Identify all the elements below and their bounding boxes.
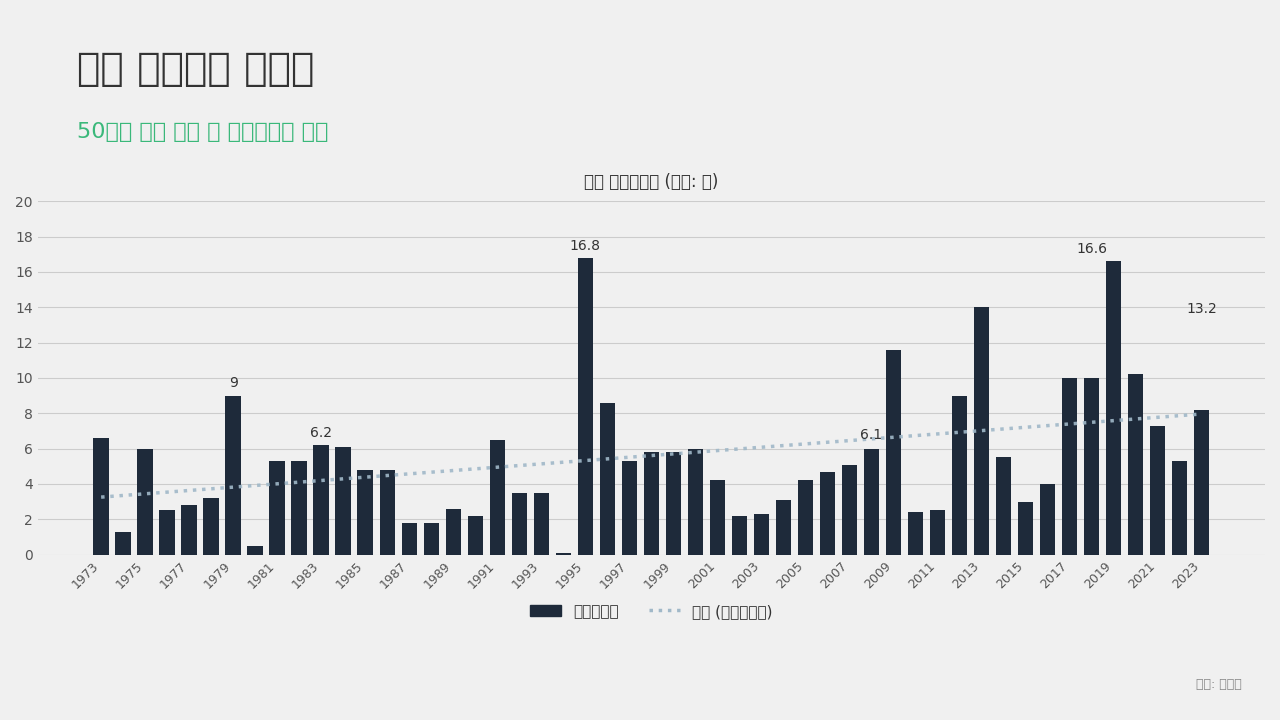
Bar (709, 480, 724, 554)
Bar (115, 531, 131, 554)
Bar (754, 514, 769, 554)
Bar (886, 350, 901, 554)
Bar (292, 461, 307, 554)
Bar (666, 452, 681, 554)
Bar (424, 523, 439, 554)
Bar (929, 510, 945, 554)
Bar (1171, 461, 1188, 554)
Bar (732, 516, 748, 554)
Bar (314, 445, 329, 554)
Bar (445, 509, 461, 554)
Bar (137, 449, 152, 554)
Bar (776, 500, 791, 554)
Bar (842, 464, 858, 554)
Bar (247, 546, 262, 554)
Bar (908, 512, 923, 554)
Bar (687, 449, 703, 554)
Text: 6.2: 6.2 (310, 426, 333, 440)
Text: 13.2: 13.2 (1187, 302, 1217, 316)
Bar (556, 553, 571, 554)
Bar (864, 449, 879, 554)
Text: 16.6: 16.6 (1076, 242, 1107, 256)
Bar (512, 492, 527, 554)
Bar (797, 480, 813, 554)
Bar (622, 461, 637, 554)
Text: 9: 9 (229, 377, 238, 390)
Bar (1194, 410, 1210, 554)
Bar (379, 470, 396, 554)
Title: 전국 열대야일수 (단위: 일): 전국 열대야일수 (단위: 일) (584, 174, 718, 192)
Bar (402, 523, 417, 554)
Bar (644, 452, 659, 554)
Bar (952, 396, 968, 554)
Bar (1039, 484, 1055, 554)
Text: 날로 더워지는 한반도: 날로 더워지는 한반도 (77, 50, 314, 89)
Bar (225, 396, 241, 554)
Bar (599, 402, 614, 554)
Bar (974, 307, 989, 554)
Bar (270, 461, 285, 554)
Bar (996, 457, 1011, 554)
Bar (819, 472, 835, 554)
Text: 50년간 전국 폭염 및 열대야일수 추이: 50년간 전국 폭염 및 열대야일수 추이 (77, 122, 328, 143)
Bar (93, 438, 109, 554)
Bar (1061, 378, 1078, 554)
Legend: 열대야일수, 선형 (열대야일수): 열대야일수, 선형 (열대야일수) (524, 598, 778, 625)
Bar (467, 516, 483, 554)
Bar (1128, 374, 1143, 554)
Bar (182, 505, 197, 554)
Bar (1106, 261, 1121, 554)
Text: 16.8: 16.8 (570, 238, 600, 253)
Bar (1149, 426, 1165, 554)
Bar (534, 492, 549, 554)
Text: 자료: 기상청: 자료: 기상청 (1196, 678, 1242, 691)
Bar (1084, 378, 1100, 554)
Bar (1018, 502, 1033, 554)
Text: 6.1: 6.1 (860, 428, 882, 441)
Bar (489, 440, 504, 554)
Bar (357, 470, 372, 554)
Bar (577, 258, 593, 554)
Bar (160, 510, 175, 554)
Bar (204, 498, 219, 554)
Bar (335, 447, 351, 554)
